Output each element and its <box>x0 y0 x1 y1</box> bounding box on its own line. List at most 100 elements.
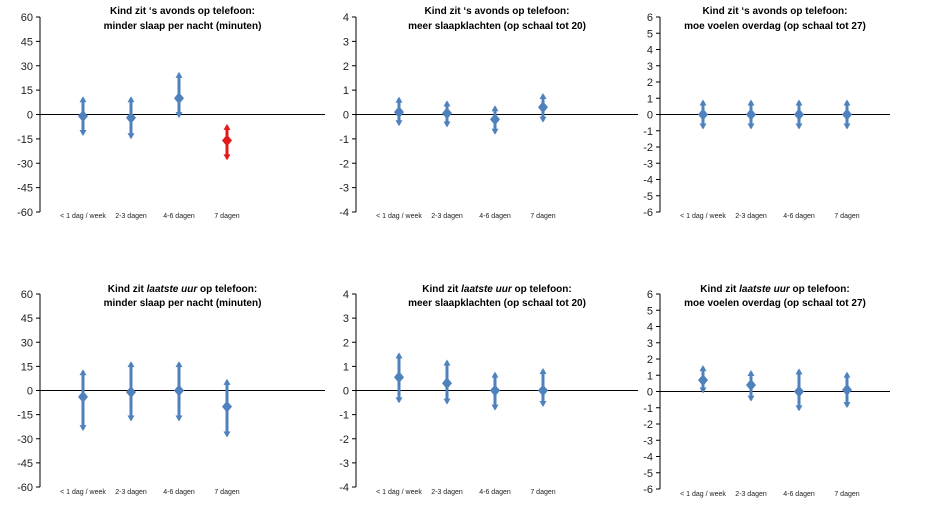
y-tick-label: -6 <box>643 484 653 496</box>
y-tick-label: -15 <box>17 410 33 422</box>
chart-title-line-1: Kind zit laatste uur op telefoon: <box>108 284 257 295</box>
error-bar-cap-top <box>747 370 755 376</box>
data-point-marker <box>174 92 184 105</box>
data-point-marker <box>842 383 852 396</box>
y-tick-label: 4 <box>343 12 349 24</box>
title-segment: Kind zit <box>422 284 461 295</box>
title-segment: op telefoon: <box>512 284 572 295</box>
y-tick-label: 2 <box>343 61 349 73</box>
chart-title-line-2: minder slaap per nacht (minuten) <box>104 298 262 309</box>
x-category-label: 4-6 dagen <box>479 213 511 220</box>
y-tick-label: -15 <box>17 134 33 146</box>
title-segment: op telefoon: <box>790 284 850 295</box>
error-bar-cap-top <box>79 96 87 103</box>
data-point-marker <box>490 113 500 126</box>
error-bar-cap-top <box>127 96 135 103</box>
error-bar-cap-bottom <box>539 400 547 407</box>
chart-title-line-2: meer slaapklachten (op schaal tot 20) <box>408 21 586 32</box>
title-segment: Kind zit ‘s avonds op telefoon: <box>425 6 570 17</box>
y-tick-label: 4 <box>647 322 653 334</box>
data-point-marker <box>174 384 184 397</box>
chart-title-line-1: Kind zit ‘s avonds op telefoon: <box>110 6 255 17</box>
error-bar-cap-bottom <box>491 128 499 135</box>
y-tick-label: 2 <box>343 337 349 349</box>
error-bar-cap-bottom <box>747 123 755 130</box>
y-tick-label: 0 <box>343 110 349 122</box>
data-point-marker <box>442 107 452 120</box>
error-bar-cap-top <box>175 361 183 368</box>
chart-title-line-1: Kind zit laatste uur op telefoon: <box>422 284 571 295</box>
error-bar-cap-bottom <box>395 397 403 404</box>
chart-panel-5: Kind zit laatste uur op telefoon: meer sl… <box>339 284 638 496</box>
y-tick-label: -5 <box>643 191 653 203</box>
title-segment: Kind zit <box>700 284 739 295</box>
title-segment: laatste uur <box>461 284 513 295</box>
data-point-marker <box>126 386 136 399</box>
chart-title-line-1: Kind zit ‘s avonds op telefoon: <box>425 6 570 17</box>
y-tick-label: -1 <box>643 126 653 138</box>
chart-panel-6: Kind zit laatste uur op telefoon: moe voe… <box>643 284 890 498</box>
error-bar-cap-top <box>699 99 707 106</box>
chart-title-line-2: moe voelen overdag (op schaal tot 27) <box>684 298 866 309</box>
x-category-label: < 1 dag / week <box>60 489 106 496</box>
y-tick-label: -45 <box>17 183 33 195</box>
error-bar-cap-top <box>223 123 231 130</box>
title-segment: Kind zit ‘s avonds op telefoon: <box>110 6 255 17</box>
y-tick-label: 30 <box>21 337 33 349</box>
y-tick-label: -1 <box>339 410 349 422</box>
y-tick-label: 30 <box>21 61 33 73</box>
y-tick-label: -2 <box>339 434 349 446</box>
x-category-label: < 1 dag / week <box>680 491 726 498</box>
error-bar-cap-top <box>747 99 755 106</box>
data-point-marker <box>538 101 548 114</box>
title-segment: op telefoon: <box>197 284 257 295</box>
x-category-label: 7 dagen <box>834 213 859 220</box>
y-tick-label: -1 <box>643 403 653 415</box>
error-bar-cap-bottom <box>79 130 87 136</box>
chart-title-line-1: Kind zit ‘s avonds op telefoon: <box>703 6 848 17</box>
data-point-marker <box>442 377 452 390</box>
y-tick-label: 15 <box>21 361 33 373</box>
x-category-label: 2-3 dagen <box>735 491 767 498</box>
y-tick-label: 3 <box>343 36 349 48</box>
chart-title-line-1: Kind zit laatste uur op telefoon: <box>700 284 849 295</box>
y-tick-label: -3 <box>339 458 349 470</box>
y-tick-label: 5 <box>647 28 653 40</box>
data-point-marker <box>746 108 756 121</box>
data-point-marker <box>394 106 404 119</box>
data-point-marker <box>538 384 548 397</box>
y-tick-label: 1 <box>343 85 349 97</box>
title-segment: minder slaap per nacht (minuten) <box>104 298 262 309</box>
error-bar-cap-bottom <box>843 402 851 409</box>
data-point-marker <box>794 108 804 121</box>
error-bar-cap-top <box>395 96 403 103</box>
y-tick-label: 1 <box>647 370 653 382</box>
error-bar-cap-bottom <box>395 120 403 127</box>
data-point-marker <box>126 111 136 124</box>
y-tick-label: 1 <box>343 361 349 373</box>
x-category-label: 4-6 dagen <box>783 213 815 220</box>
x-category-label: 2-3 dagen <box>431 489 463 496</box>
error-bar-cap-bottom <box>443 398 451 405</box>
error-bar-cap-top <box>539 367 547 374</box>
y-tick-label: 60 <box>21 12 33 24</box>
y-tick-label: -30 <box>17 158 33 170</box>
error-bar-cap-bottom <box>127 133 135 140</box>
x-category-label: < 1 dag / week <box>376 489 422 496</box>
y-tick-label: -3 <box>643 435 653 447</box>
y-tick-label: 0 <box>647 387 653 399</box>
y-tick-label: 1 <box>647 93 653 105</box>
y-tick-label: -2 <box>643 142 653 154</box>
y-tick-label: -5 <box>643 468 653 480</box>
error-bar-cap-top <box>79 369 87 376</box>
data-point-marker <box>78 390 88 403</box>
x-category-label: 2-3 dagen <box>431 213 463 220</box>
y-tick-label: -60 <box>17 207 33 219</box>
chart-title-line-2: meer slaapklachten (op schaal tot 20) <box>408 298 586 309</box>
y-tick-label: 2 <box>647 77 653 89</box>
chart-panel-2: Kind zit ‘s avonds op telefoon: meer slaa… <box>339 6 638 220</box>
error-bar-cap-top <box>443 359 451 366</box>
error-bar-cap-bottom <box>223 154 231 161</box>
x-category-label: < 1 dag / week <box>376 213 422 220</box>
